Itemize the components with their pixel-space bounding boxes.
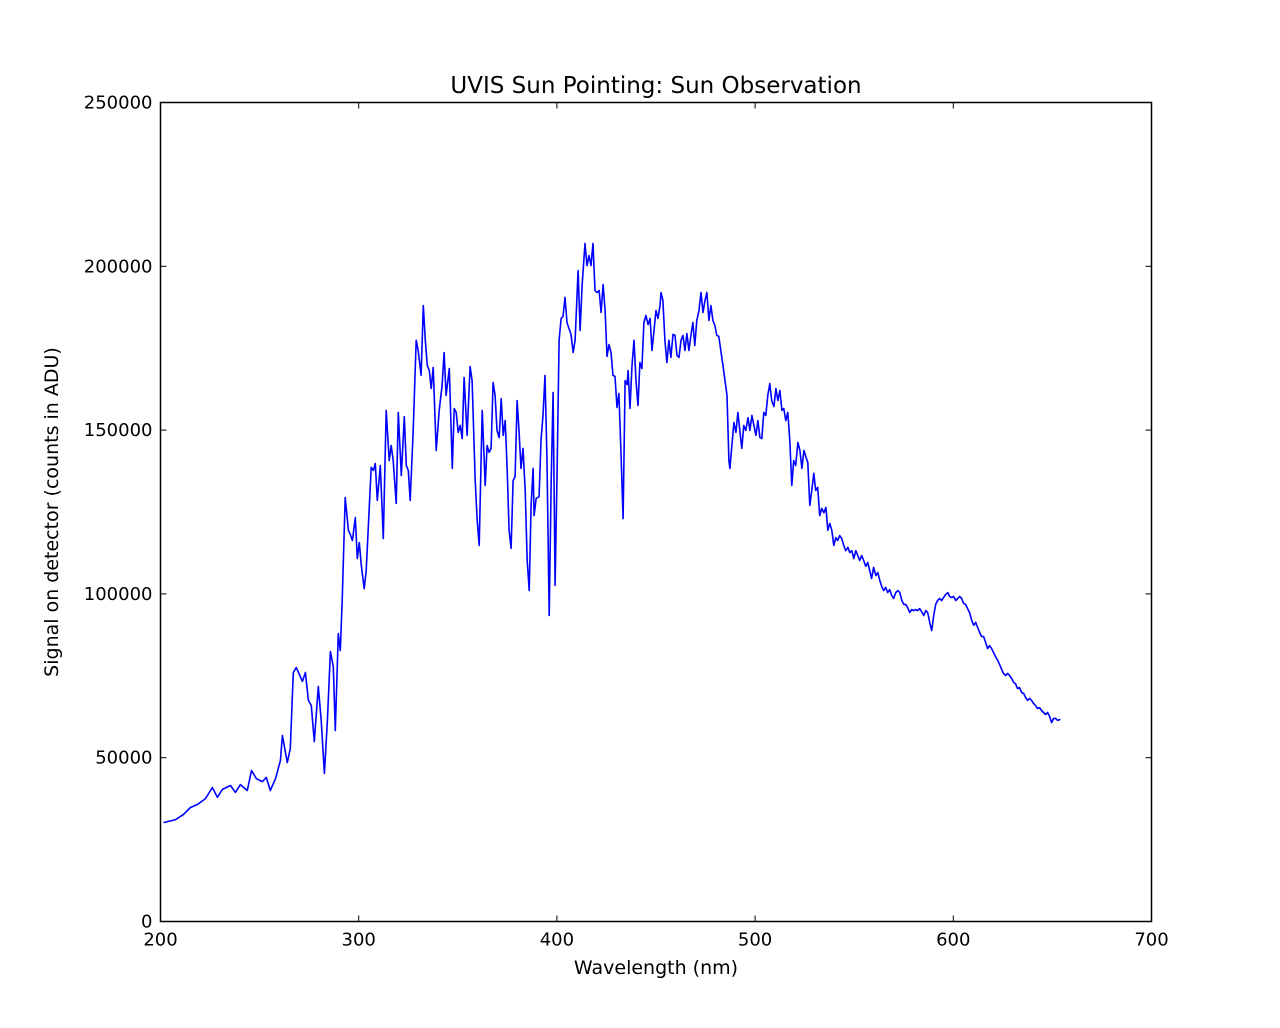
- y-tick-label: 250000: [84, 93, 153, 114]
- y-tick-label: 100000: [84, 584, 153, 605]
- x-axis-label: Wavelength (nm): [574, 957, 738, 979]
- y-tick-label: 50000: [95, 748, 152, 769]
- y-tick-label: 200000: [84, 256, 153, 277]
- series-line: [163, 242, 1061, 824]
- series-layer: [163, 242, 1061, 824]
- x-tick-label: 200: [143, 930, 177, 951]
- x-tick-label: 500: [738, 930, 772, 951]
- axis-ticks: 200 300 400 500 600 700 0 50000 100000 150000 2000…: [84, 93, 1169, 951]
- x-tick-label: 600: [936, 930, 970, 951]
- x-tick-label: 700: [1134, 930, 1168, 951]
- y-axis-label: Signal on detector (counts in ADU): [41, 347, 63, 677]
- plot-area-frame: [159, 101, 1153, 923]
- y-tick-label: 0: [141, 912, 152, 933]
- chart-title: UVIS Sun Pointing: Sun Observation: [450, 73, 861, 99]
- x-tick-label: 400: [540, 930, 574, 951]
- y-tick-label: 150000: [84, 420, 153, 441]
- x-tick-label: 300: [342, 930, 376, 951]
